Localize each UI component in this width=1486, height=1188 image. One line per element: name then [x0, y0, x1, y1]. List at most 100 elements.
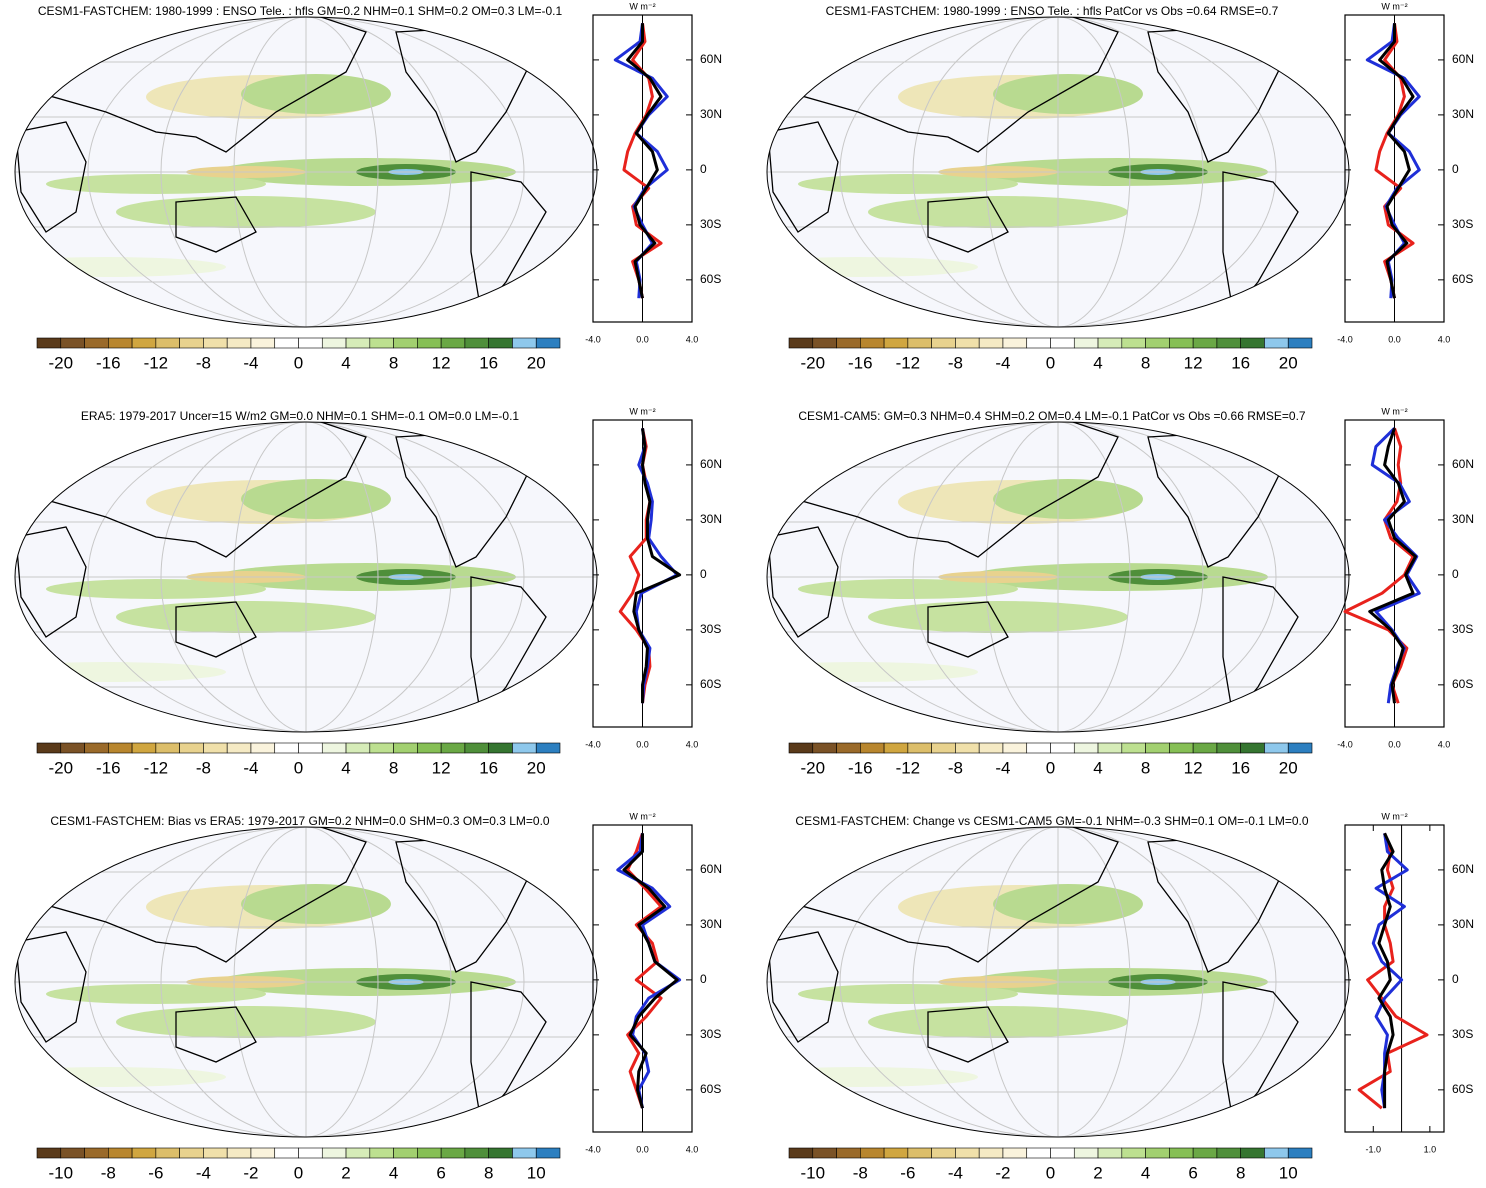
colorbar-box: [812, 742, 837, 754]
x-tick-label: 0.0: [636, 739, 649, 749]
colorbar-label: -2: [243, 1163, 258, 1182]
colorbar-box: [1050, 337, 1075, 349]
colorbar-box: [60, 742, 85, 754]
colorbar-box: [179, 742, 204, 754]
colorbar-box: [1026, 742, 1051, 754]
colorbar-label: -16: [96, 353, 121, 372]
colorbar-box: [393, 742, 418, 754]
colorbar-box: [1026, 1147, 1051, 1159]
y-tick-label: 0: [1452, 567, 1459, 581]
map: [738, 822, 1349, 1137]
y-tick-label: 30S: [700, 622, 721, 636]
colorbar-label: 20: [1279, 353, 1298, 372]
x-tick-label: -4.0: [585, 334, 601, 344]
panel-title: CESM1-FASTCHEM: 1980-1999 : ENSO Tele. :…: [38, 4, 563, 18]
colorbar-label: 10: [527, 1163, 546, 1182]
colorbar-box: [369, 742, 394, 754]
x-tick-label: 0.0: [636, 1144, 649, 1154]
y-tick-label: 60N: [1452, 457, 1474, 471]
colorbar-box: [155, 1147, 180, 1159]
colorbar-box: [788, 1147, 814, 1159]
colorbar-label: -12: [144, 353, 169, 372]
map: [0, 417, 597, 732]
x-axis-label: W m⁻²: [629, 1, 655, 11]
colorbar-label: 8: [1141, 353, 1150, 372]
zonal-line: [1377, 832, 1395, 1109]
colorbar-label: 0: [1046, 353, 1055, 372]
plot-frame: [1344, 824, 1445, 1133]
colorbar-label: 4: [1093, 353, 1102, 372]
colorbar-box: [36, 1147, 62, 1159]
panel-title: ERA5: 1979-2017 Uncer=15 W/m2 GM=0.0 NHM…: [81, 409, 520, 423]
colorbar-box: [226, 1147, 252, 1159]
colorbar-box: [1192, 337, 1218, 349]
x-axis-label: W m⁻²: [1381, 406, 1407, 416]
colorbar-label: -20: [800, 758, 825, 777]
colorbar-box: [226, 337, 252, 349]
x-tick-label: -4.0: [1337, 334, 1353, 344]
colorbar-box: [788, 742, 814, 754]
colorbar-box: [369, 1147, 394, 1159]
colorbar-box: [1264, 337, 1289, 349]
colorbar-box: [1169, 742, 1194, 754]
colorbar-box: [1216, 742, 1241, 754]
y-tick-label: 60S: [700, 272, 721, 286]
colorbar-label: 12: [432, 353, 451, 372]
colorbar-box: [1240, 337, 1265, 349]
colorbar-box: [60, 337, 85, 349]
colorbar-label: -8: [196, 353, 211, 372]
map: [738, 12, 1349, 327]
map: [0, 12, 597, 327]
colorbar-label: 0: [1046, 758, 1055, 777]
colorbar-label: 16: [1231, 758, 1250, 777]
colorbar-label: -8: [853, 1163, 868, 1182]
y-tick-label: 0: [1452, 972, 1459, 986]
colorbar-box: [883, 1147, 909, 1159]
colorbar-label: -12: [896, 353, 921, 372]
colorbar-box: [1192, 742, 1218, 754]
colorbar-box: [1121, 1147, 1146, 1159]
x-tick-label: -4.0: [1337, 739, 1353, 749]
colorbar-box: [860, 1147, 885, 1159]
colorbar-label: -8: [948, 758, 963, 777]
colorbar-box: [931, 337, 956, 349]
x-axis-label: W m⁻²: [1381, 811, 1407, 821]
x-axis-label: W m⁻²: [629, 811, 655, 821]
map: [738, 417, 1349, 732]
colorbar-box: [1216, 1147, 1241, 1159]
colorbar-box: [1264, 1147, 1289, 1159]
colorbar-box: [1145, 742, 1170, 754]
colorbar-box: [788, 337, 814, 349]
colorbar-box: [1073, 337, 1099, 349]
colorbar-box: [464, 337, 489, 349]
colorbar-box: [836, 742, 861, 754]
colorbar-box: [907, 337, 932, 349]
x-tick-label: 4.0: [686, 739, 699, 749]
colorbar-box: [955, 1147, 980, 1159]
colorbar-box: [535, 1147, 561, 1159]
colorbar-box: [274, 337, 299, 349]
zonal-line: [1378, 23, 1415, 299]
y-tick-label: 30S: [700, 1027, 721, 1041]
colorbar-box: [250, 337, 276, 349]
y-tick-label: 60N: [700, 457, 722, 471]
colorbar-label: 8: [389, 353, 398, 372]
colorbar-box: [321, 1147, 347, 1159]
x-tick-label: -1.0: [1366, 1144, 1382, 1154]
colorbar-box: [131, 337, 157, 349]
colorbar-box: [60, 1147, 85, 1159]
colorbar-label: -10: [48, 1163, 73, 1182]
colorbar-label: -12: [144, 758, 169, 777]
colorbar-box: [345, 1147, 371, 1159]
colorbar-box: [1145, 1147, 1170, 1159]
y-tick-label: 30N: [1452, 107, 1474, 121]
colorbar-box: [417, 742, 442, 754]
colorbar-box: [883, 337, 909, 349]
zonal-line: [626, 832, 663, 1109]
colorbar-box: [1287, 742, 1313, 754]
y-tick-label: 30N: [700, 512, 722, 526]
colorbar-label: 4: [1093, 758, 1102, 777]
x-tick-label: 4.0: [686, 334, 699, 344]
colorbar-box: [836, 1147, 861, 1159]
colorbar-box: [131, 742, 157, 754]
